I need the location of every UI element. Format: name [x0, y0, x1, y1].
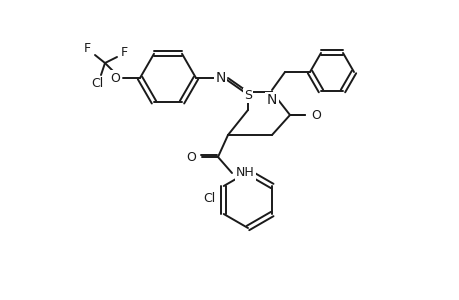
Text: N: N [215, 71, 225, 85]
Text: O: O [310, 109, 320, 122]
Text: NH: NH [235, 167, 254, 179]
Text: O: O [110, 71, 120, 85]
Text: N: N [266, 93, 277, 107]
Text: F: F [121, 46, 128, 59]
Text: S: S [243, 89, 252, 102]
Text: O: O [186, 151, 196, 164]
Text: F: F [84, 42, 91, 55]
Text: Cl: Cl [91, 77, 103, 90]
Text: Cl: Cl [203, 192, 215, 205]
